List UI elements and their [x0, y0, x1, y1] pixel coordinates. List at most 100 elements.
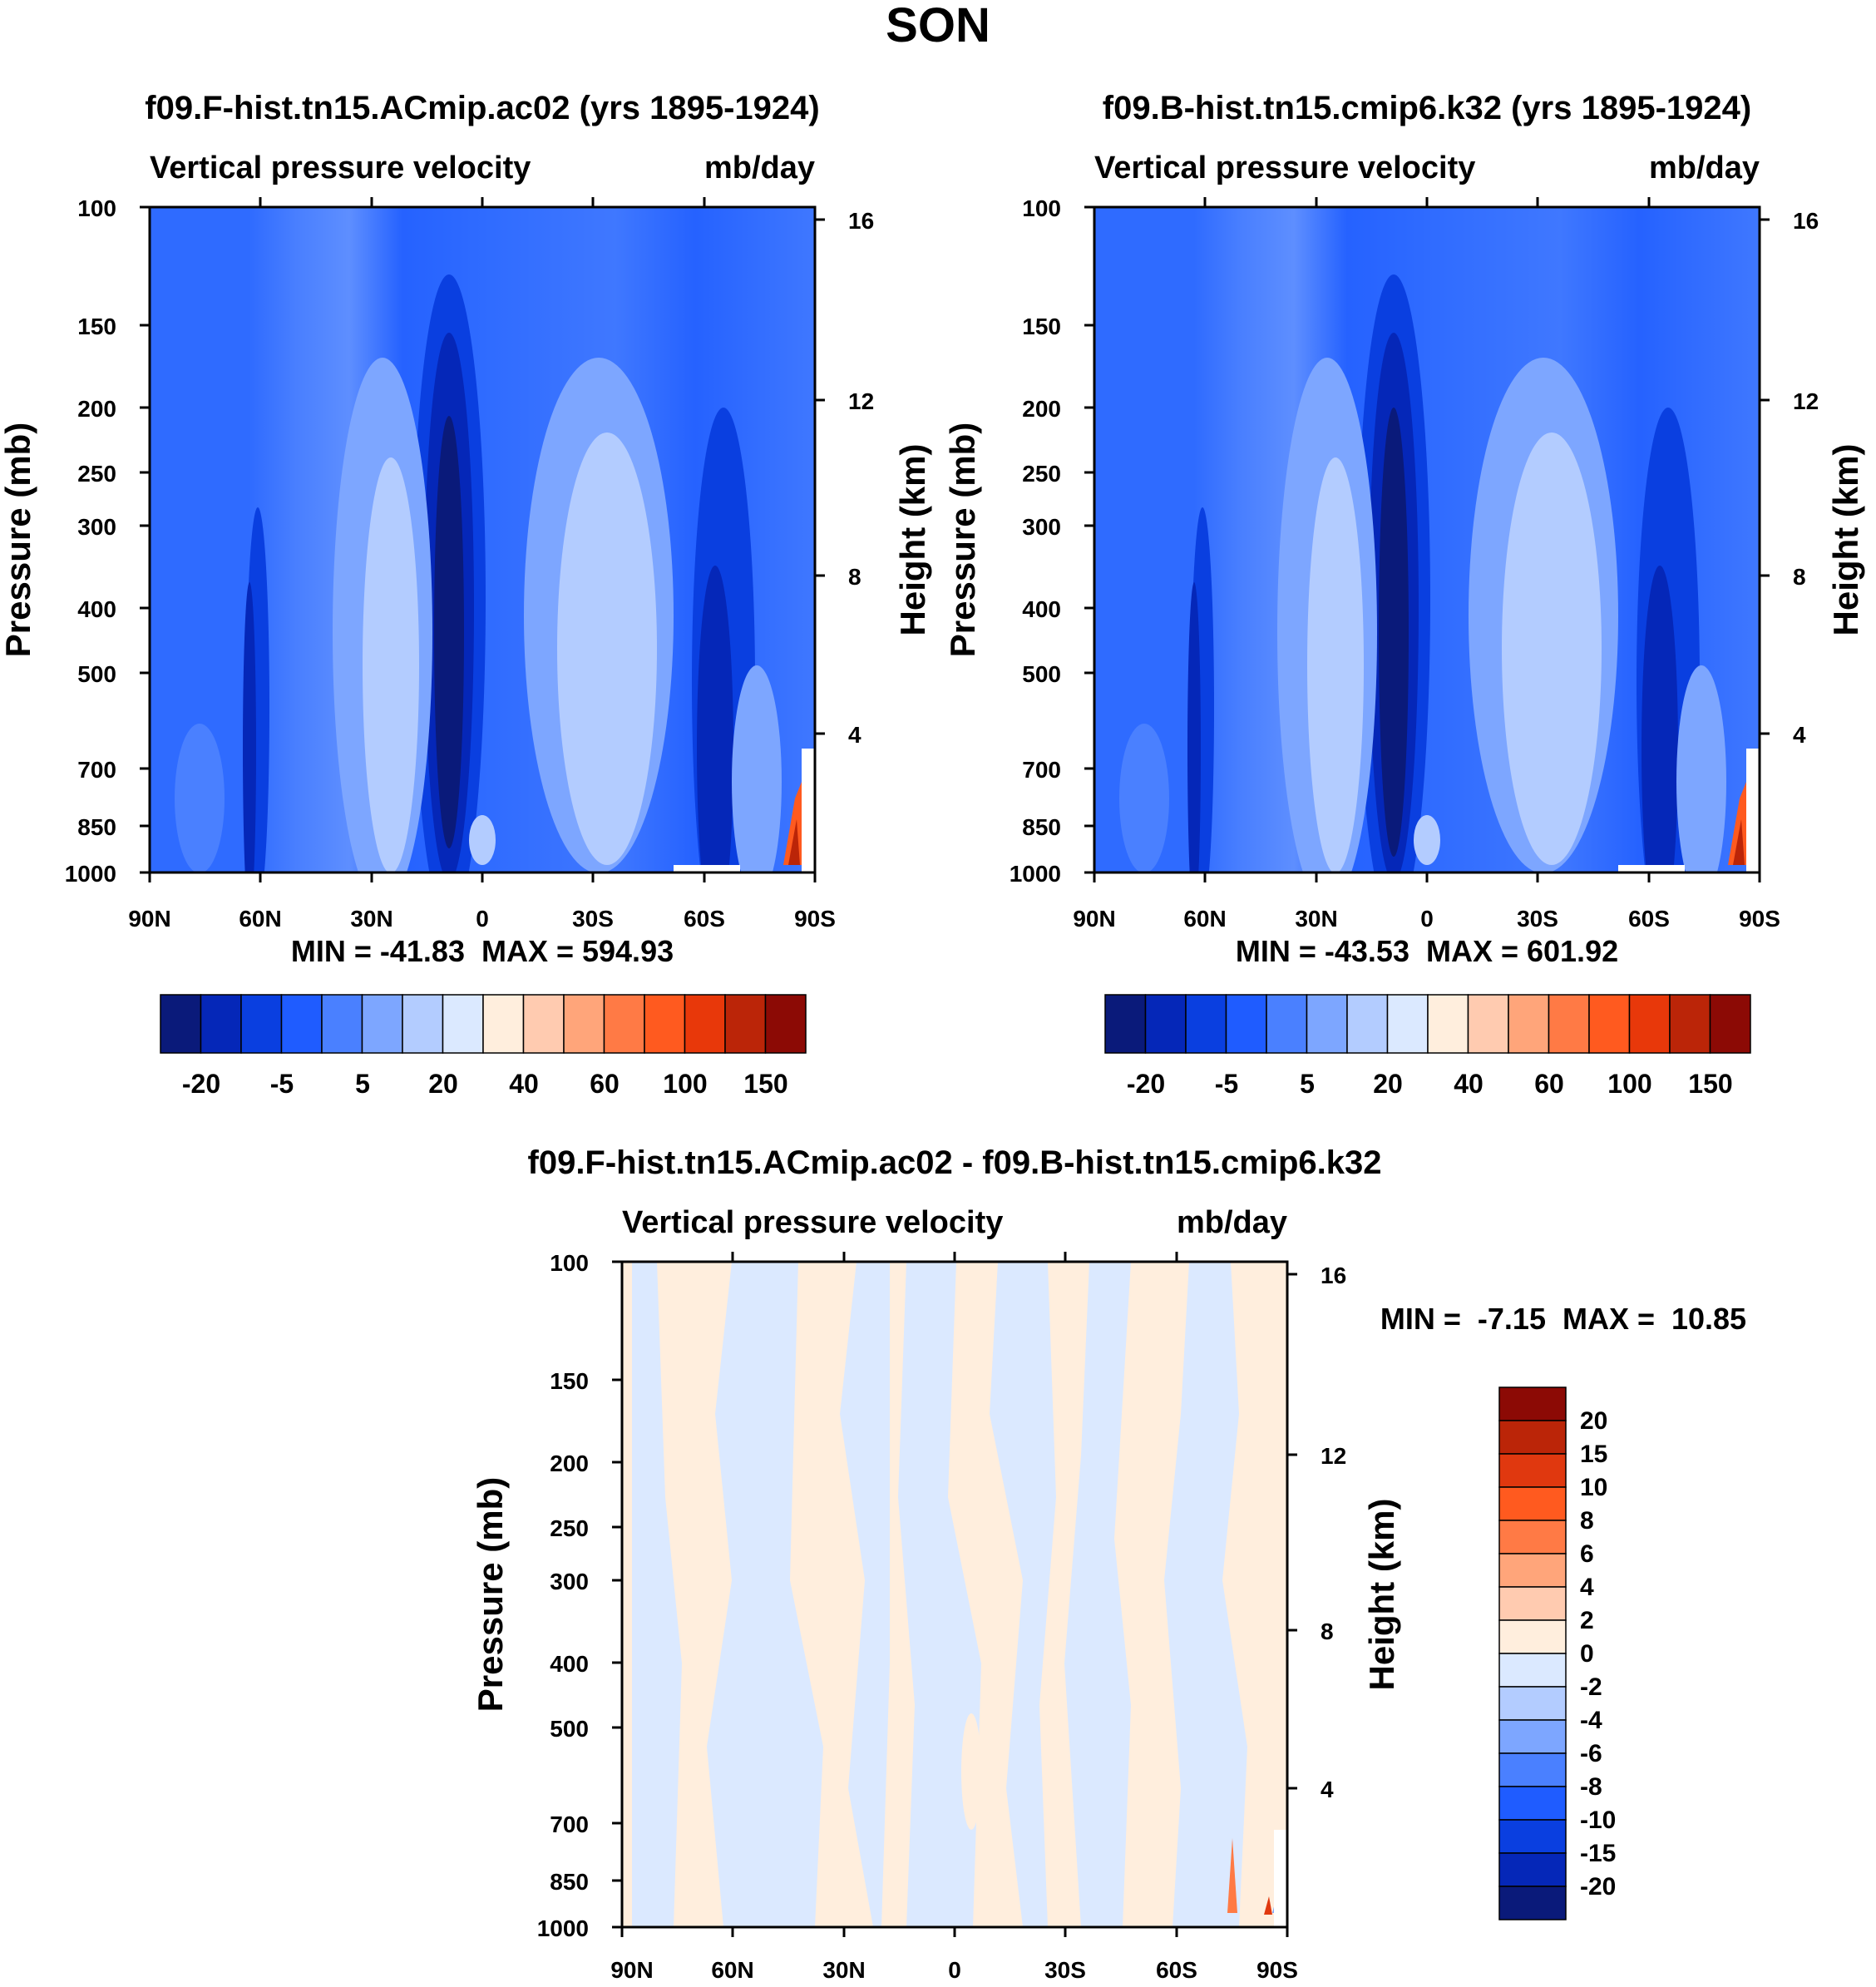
panel-2-colorbar-swatch — [1386, 994, 1429, 1054]
panel-3-cbar-label: -8 — [1580, 1773, 1602, 1801]
panel-1-field — [150, 207, 815, 872]
panel-1-colorbar-swatch — [240, 994, 283, 1054]
panel-2-colorbar-swatch — [1185, 994, 1227, 1054]
panel-3-subtitle-right: mb/day — [1177, 1205, 1287, 1240]
panel-1-subtitle-right: mb/day — [704, 151, 815, 185]
panel-2-ytick-right-12: 12 — [1793, 388, 1819, 414]
panel-3-colorbar-swatch — [1498, 1653, 1567, 1688]
panel-2-cbar-label: 100 — [1607, 1069, 1651, 1099]
panel-3-ytick-100: 100 — [550, 1250, 589, 1276]
panel-3-colorbar-swatch — [1498, 1520, 1567, 1555]
panel-2-subtitle-right: mb/day — [1649, 151, 1760, 185]
panel-3-colorbar-swatch — [1498, 1786, 1567, 1821]
panel-3-y-axis-right: 16 12 8 4 — [1287, 1263, 1346, 1802]
panel-3-xtick-30n: 30N — [822, 1957, 865, 1983]
panel-3-colorbar — [1498, 1386, 1567, 1920]
panel-3-ytick-500: 500 — [550, 1716, 589, 1742]
panel-2-field — [1094, 207, 1760, 872]
panel-3-colorbar-swatch — [1498, 1586, 1567, 1621]
panel-2-colorbar-swatch — [1144, 994, 1187, 1054]
panel-2-cbar-label: -20 — [1127, 1069, 1165, 1099]
panel-3: f09.F-hist.tn15.ACmip.ac02 - f09.B-hist.… — [471, 1144, 1746, 1983]
panel-1-ytick-right-8: 8 — [848, 564, 861, 590]
panel-3-ytick-right-12: 12 — [1321, 1443, 1346, 1469]
panel-3-cbar-label: 0 — [1580, 1640, 1594, 1668]
panel-1: f09.F-hist.tn15.ACmip.ac02 (yrs 1895-192… — [0, 90, 932, 1099]
panel-2-cbar-label: 40 — [1454, 1069, 1484, 1099]
panel-2-ytick-700: 700 — [1022, 757, 1061, 783]
panel-2-y-axis-right: 16 12 8 4 — [1760, 208, 1819, 748]
panel-3-ytick-150: 150 — [550, 1368, 589, 1394]
panel-1-ytick-700: 700 — [77, 757, 116, 783]
panel-2-ytick-right-4: 4 — [1793, 722, 1806, 748]
panel-3-colorbar-swatch — [1498, 1852, 1567, 1887]
panel-2-colorbar-swatch — [1427, 994, 1469, 1054]
panel-1-ytick-250: 250 — [77, 461, 116, 487]
panel-2-ytick-200: 200 — [1022, 396, 1061, 422]
panel-1-ytick-850: 850 — [77, 814, 116, 840]
panel-2-colorbar-swatch — [1346, 994, 1389, 1054]
panel-1-colorbar-swatch — [442, 994, 484, 1054]
panel-2-xtick-90n: 90N — [1073, 906, 1115, 932]
panel-3-x-axis: 90N 60N 30N 0 30S 60S 90S — [610, 1252, 1298, 1983]
panel-2-ytick-400: 400 — [1022, 596, 1061, 622]
panel-3-colorbar-swatch — [1498, 1420, 1567, 1455]
panel-2-ytick-100: 100 — [1022, 195, 1061, 221]
panel-3-cbar-label: 4 — [1580, 1574, 1594, 1601]
panel-1-subtitle-left: Vertical pressure velocity — [150, 151, 531, 185]
panel-1-ytick-150: 150 — [77, 314, 116, 339]
panel-3-xtick-90n: 90N — [610, 1957, 653, 1983]
panel-1-xtick-0: 0 — [476, 906, 489, 932]
panel-3-subtitle-left: Vertical pressure velocity — [622, 1205, 1003, 1240]
panel-3-ytick-250: 250 — [550, 1515, 589, 1541]
panel-2-subtitle-left: Vertical pressure velocity — [1094, 151, 1475, 185]
panel-2-ytick-right-16: 16 — [1793, 208, 1819, 234]
panel-2-cbar-label: 150 — [1688, 1069, 1732, 1099]
panel-2-colorbar-swatch — [1266, 994, 1308, 1054]
panel-3-colorbar-swatch — [1498, 1453, 1567, 1488]
panel-1-ytick-500: 500 — [77, 661, 116, 687]
panel-1-ylabel: Pressure (mb) — [0, 423, 37, 657]
panel-1-colorbar-swatch — [724, 994, 767, 1054]
panel-3-ylabel: Pressure (mb) — [471, 1477, 510, 1712]
panel-1-cbar-label: 20 — [428, 1069, 458, 1099]
panel-3-xtick-30s: 30S — [1044, 1957, 1086, 1983]
panel-2-y-axis: 100 150 200 250 300 400 500 700 850 1000 — [1010, 195, 1094, 887]
panel-2-stats: MIN = -43.53 MAX = 601.92 — [1236, 934, 1618, 968]
panel-2-xtick-30n: 30N — [1295, 906, 1337, 932]
panel-3-cbar-label: -4 — [1580, 1707, 1602, 1734]
panel-1-xtick-30n: 30N — [350, 906, 392, 932]
panel-3-xtick-90s: 90S — [1256, 1957, 1298, 1983]
panel-2-cbar-label: 20 — [1373, 1069, 1403, 1099]
panel-3-cbar-label: 15 — [1580, 1441, 1607, 1468]
panel-1-colorbar-swatch — [280, 994, 323, 1054]
panel-1-ytick-right-16: 16 — [848, 208, 874, 234]
panel-3-ytick-1000: 1000 — [537, 1915, 589, 1941]
panel-2-colorbar-swatch — [1588, 994, 1631, 1054]
panel-2-ytick-1000: 1000 — [1010, 861, 1061, 887]
panel-2-colorbar-swatch — [1709, 994, 1751, 1054]
panel-1-xtick-60n: 60N — [239, 906, 281, 932]
panel-1-cbar-label: -5 — [270, 1069, 294, 1099]
panel-1-colorbar-swatch — [321, 994, 363, 1054]
panel-3-cbar-label: 2 — [1580, 1607, 1594, 1634]
panel-3-ytick-300: 300 — [550, 1569, 589, 1594]
panel-2-xtick-60n: 60N — [1183, 906, 1226, 932]
panel-1-ytick-100: 100 — [77, 195, 116, 221]
panel-2-ytick-150: 150 — [1022, 314, 1061, 339]
panel-3-cbar-label: -6 — [1580, 1740, 1602, 1767]
panel-1-colorbar-swatch — [644, 994, 686, 1054]
panel-3-y-axis: 100 150 200 250 300 400 500 700 850 1000 — [537, 1250, 622, 1941]
panel-1-xtick-60s: 60S — [684, 906, 725, 932]
panel-1-cbar-label: 150 — [743, 1069, 787, 1099]
panel-2-xtick-30s: 30S — [1517, 906, 1558, 932]
panel-2-colorbar-swatch — [1508, 994, 1550, 1054]
panel-3-ytick-right-4: 4 — [1321, 1777, 1334, 1802]
panel-2-cbar-label: 60 — [1534, 1069, 1564, 1099]
panel-3-ytick-right-16: 16 — [1321, 1263, 1346, 1288]
panel-1-colorbar-swatch — [522, 994, 565, 1054]
panel-1-ytick-right-12: 12 — [848, 388, 874, 414]
panel-2-colorbar — [1104, 994, 1751, 1054]
panel-3-cbar-label: 8 — [1580, 1507, 1594, 1535]
panel-2-xtick-0: 0 — [1420, 906, 1434, 932]
